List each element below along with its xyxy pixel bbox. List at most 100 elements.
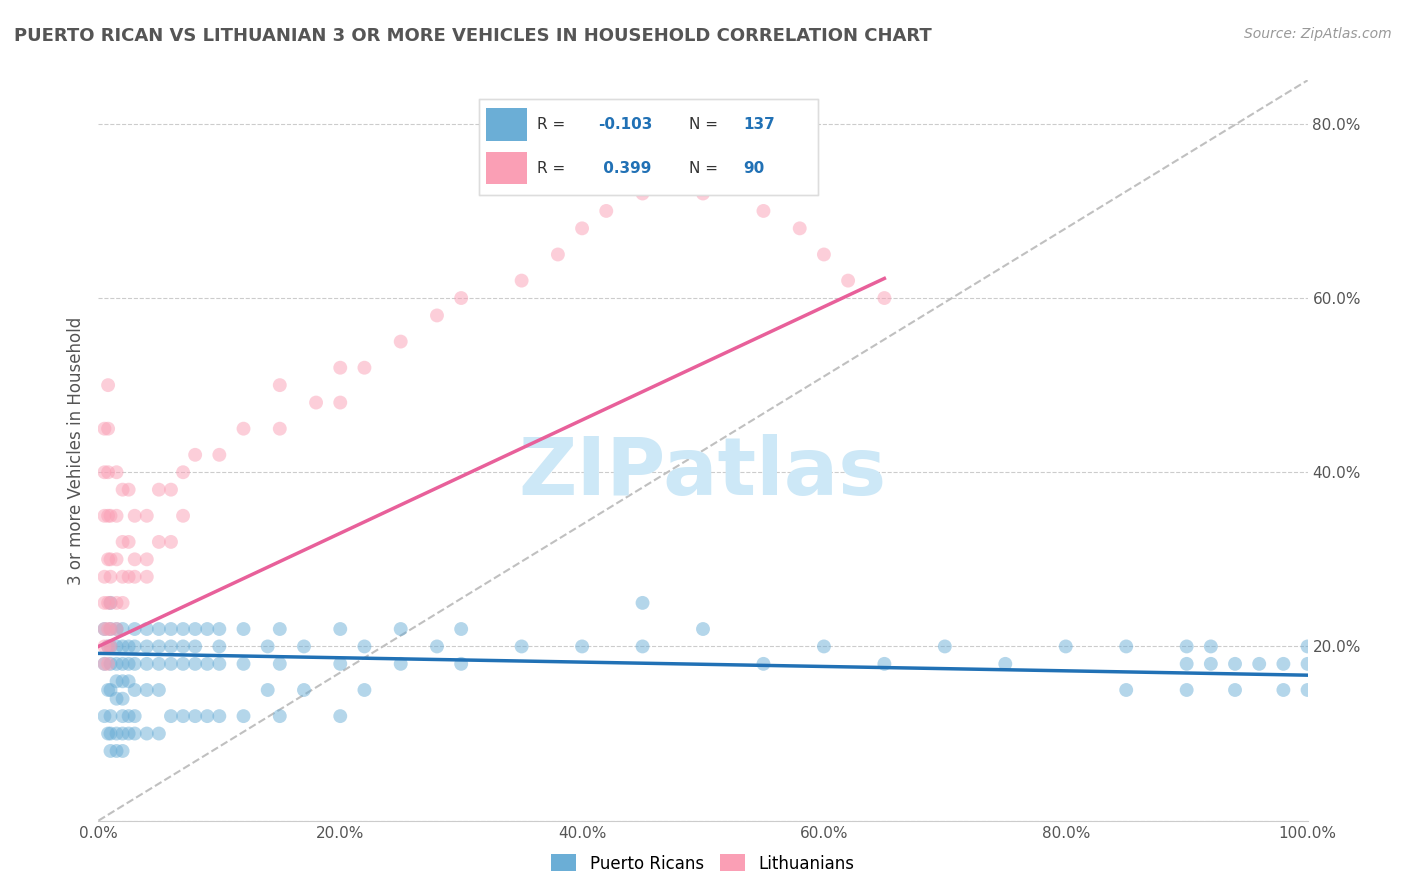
Point [111, 570, 134, 584]
Point [292, 683, 315, 698]
Point [232, 657, 254, 671]
Point [148, 640, 170, 654]
Point [135, 622, 157, 636]
Point [100, 683, 122, 698]
Point [595, 203, 617, 218]
Point [105, 622, 128, 636]
Point [1115, 683, 1137, 698]
Point [172, 465, 194, 479]
Point [100, 657, 122, 671]
Point [426, 309, 449, 323]
Point [184, 448, 207, 462]
Point [1175, 640, 1198, 654]
Point [329, 395, 352, 409]
Point [232, 422, 254, 436]
Point [93, 422, 115, 436]
Point [329, 657, 352, 671]
Point [269, 657, 291, 671]
Point [105, 674, 128, 689]
Point [208, 657, 231, 671]
Point [97, 640, 120, 654]
Point [172, 622, 194, 636]
Point [195, 657, 218, 671]
Point [148, 622, 170, 636]
Point [97, 657, 120, 671]
Point [510, 640, 533, 654]
Point [160, 535, 183, 549]
Point [160, 657, 183, 671]
Point [100, 508, 122, 523]
Point [105, 640, 128, 654]
Point [118, 570, 141, 584]
Point [1223, 657, 1246, 671]
Point [692, 622, 714, 636]
Point [111, 657, 134, 671]
Legend: Puerto Ricans, Lithuanians: Puerto Ricans, Lithuanians [544, 847, 862, 880]
Point [1249, 657, 1271, 671]
Point [100, 640, 122, 654]
Point [148, 683, 170, 698]
Point [631, 640, 654, 654]
Point [97, 622, 120, 636]
Point [148, 483, 170, 497]
Point [1115, 640, 1137, 654]
Point [105, 657, 128, 671]
Point [97, 508, 120, 523]
Point [160, 640, 183, 654]
Point [195, 622, 218, 636]
Point [118, 640, 141, 654]
Point [994, 657, 1017, 671]
Point [184, 709, 207, 723]
Point [195, 709, 218, 723]
Point [547, 247, 569, 261]
Point [93, 508, 115, 523]
Point [1175, 657, 1198, 671]
Point [232, 622, 254, 636]
Point [353, 640, 375, 654]
Point [100, 709, 122, 723]
Point [124, 709, 146, 723]
Point [105, 622, 128, 636]
Point [124, 640, 146, 654]
Point [172, 657, 194, 671]
Point [97, 726, 120, 740]
Point [1199, 657, 1222, 671]
Point [160, 709, 183, 723]
Point [100, 552, 122, 566]
Point [269, 709, 291, 723]
Point [97, 552, 120, 566]
Point [105, 691, 128, 706]
Point [208, 709, 231, 723]
Point [124, 726, 146, 740]
Point [1054, 640, 1077, 654]
Point [93, 657, 115, 671]
Point [93, 640, 115, 654]
Point [1199, 640, 1222, 654]
Point [1223, 683, 1246, 698]
Point [269, 422, 291, 436]
Point [111, 596, 134, 610]
Point [118, 726, 141, 740]
Y-axis label: 3 or more Vehicles in Household: 3 or more Vehicles in Household [66, 317, 84, 584]
Point [510, 274, 533, 288]
Point [100, 596, 122, 610]
Point [111, 622, 134, 636]
Point [118, 657, 141, 671]
Point [160, 483, 183, 497]
Point [148, 657, 170, 671]
Point [208, 622, 231, 636]
Point [1272, 683, 1295, 698]
Point [118, 709, 141, 723]
Point [135, 570, 157, 584]
Point [269, 622, 291, 636]
Point [100, 726, 122, 740]
Point [124, 622, 146, 636]
Point [184, 640, 207, 654]
Point [124, 508, 146, 523]
Point [184, 657, 207, 671]
Point [172, 640, 194, 654]
Point [124, 657, 146, 671]
Point [105, 552, 128, 566]
Point [97, 683, 120, 698]
Point [837, 274, 859, 288]
